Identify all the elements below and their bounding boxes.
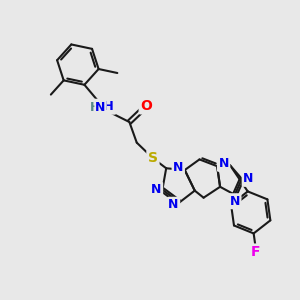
Text: F: F (251, 245, 260, 259)
Text: N: N (173, 161, 184, 174)
Text: N: N (95, 101, 106, 114)
Text: N: N (230, 195, 240, 208)
Text: N: N (243, 172, 254, 185)
Text: NH: NH (94, 100, 115, 113)
Text: N: N (218, 157, 229, 170)
Text: N: N (168, 198, 179, 211)
Text: O: O (140, 99, 152, 113)
Text: H: H (89, 101, 100, 114)
Text: S: S (148, 151, 158, 165)
Text: N: N (151, 183, 162, 196)
